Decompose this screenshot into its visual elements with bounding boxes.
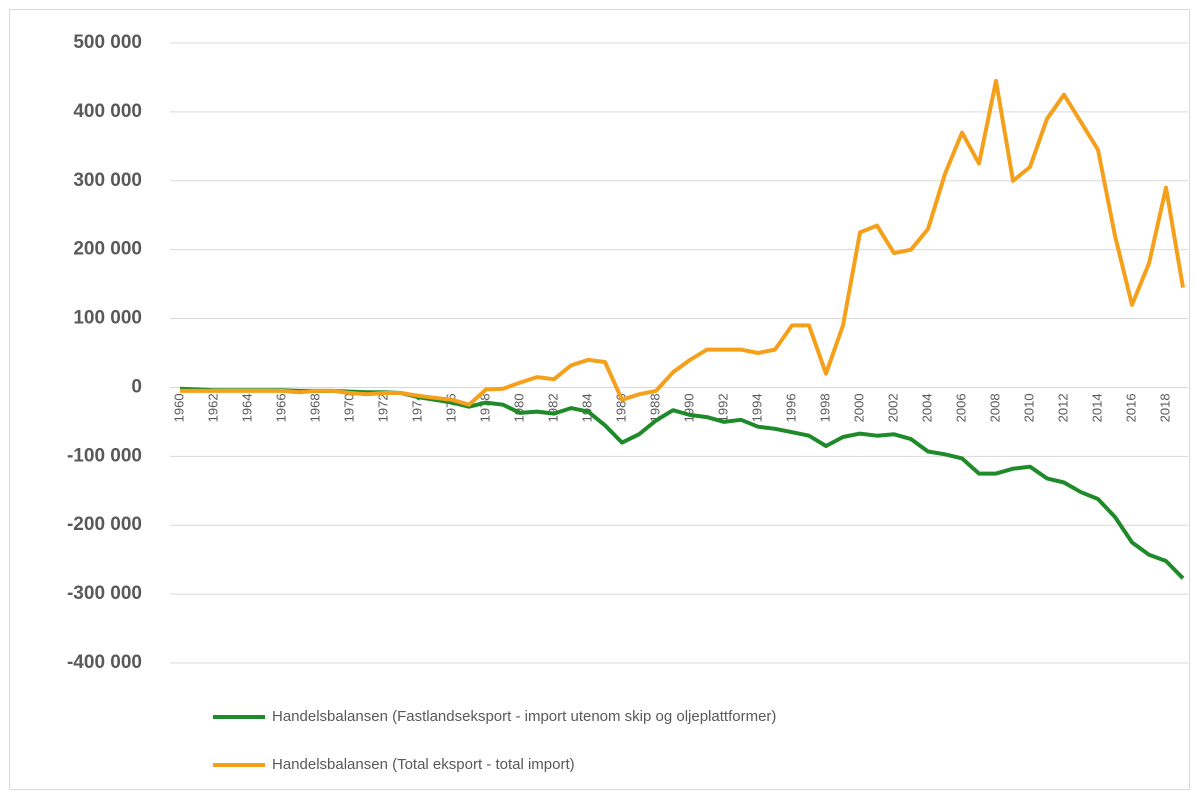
x-tick-label: 2004 [919, 393, 934, 422]
x-tick-label: 2002 [885, 393, 900, 422]
x-tick-label: 1972 [375, 393, 390, 422]
x-tick-label: 1980 [511, 393, 526, 422]
x-tick-label: 1970 [341, 393, 356, 422]
y-tick-label: 200 000 [73, 239, 142, 260]
y-tick-label: -200 000 [67, 514, 142, 535]
y-tick-label: 300 000 [73, 170, 142, 191]
y-tick-label: -400 000 [67, 652, 142, 673]
y-tick-label: 500 000 [73, 32, 142, 53]
x-tick-label: 1996 [783, 393, 798, 422]
x-tick-label: 1966 [273, 393, 288, 422]
x-tick-label: 1988 [647, 393, 662, 422]
x-tick-label: 1982 [545, 393, 560, 422]
x-tick-label: 1990 [681, 393, 696, 422]
y-tick-label: -100 000 [67, 445, 142, 466]
legend-label: Handelsbalansen (Total eksport - total i… [272, 756, 575, 773]
legend-label: Handelsbalansen (Fastlandseksport - impo… [272, 708, 776, 725]
series-line [180, 78, 1185, 407]
x-tick-label: 1998 [817, 393, 832, 422]
y-tick-label: 400 000 [73, 101, 142, 122]
x-tick-label: 2014 [1089, 393, 1104, 422]
x-tick-label: 2018 [1157, 393, 1172, 422]
x-tick-label: 2012 [1055, 393, 1070, 422]
x-tick-label: 2008 [987, 393, 1002, 422]
x-tick-label: 1974 [409, 393, 424, 422]
x-tick-label: 1984 [579, 393, 594, 422]
x-tick-label: 2010 [1021, 393, 1036, 422]
x-tick-label: 1994 [749, 393, 764, 422]
x-tick-label: 2000 [851, 393, 866, 422]
x-tick-label: 2016 [1123, 393, 1138, 422]
x-tick-label: 1992 [715, 393, 730, 422]
x-tick-label: 1978 [477, 393, 492, 422]
x-tick-label: 1962 [205, 393, 220, 422]
x-tick-label: 2006 [953, 393, 968, 422]
x-tick-label: 1968 [307, 393, 322, 422]
y-tick-label: 100 000 [73, 308, 142, 329]
y-tick-label: -300 000 [67, 583, 142, 604]
x-tick-label: 1960 [171, 393, 186, 422]
y-tick-label: 0 [131, 376, 142, 397]
x-tick-label: 1964 [239, 393, 254, 422]
chart-border [9, 9, 1190, 790]
